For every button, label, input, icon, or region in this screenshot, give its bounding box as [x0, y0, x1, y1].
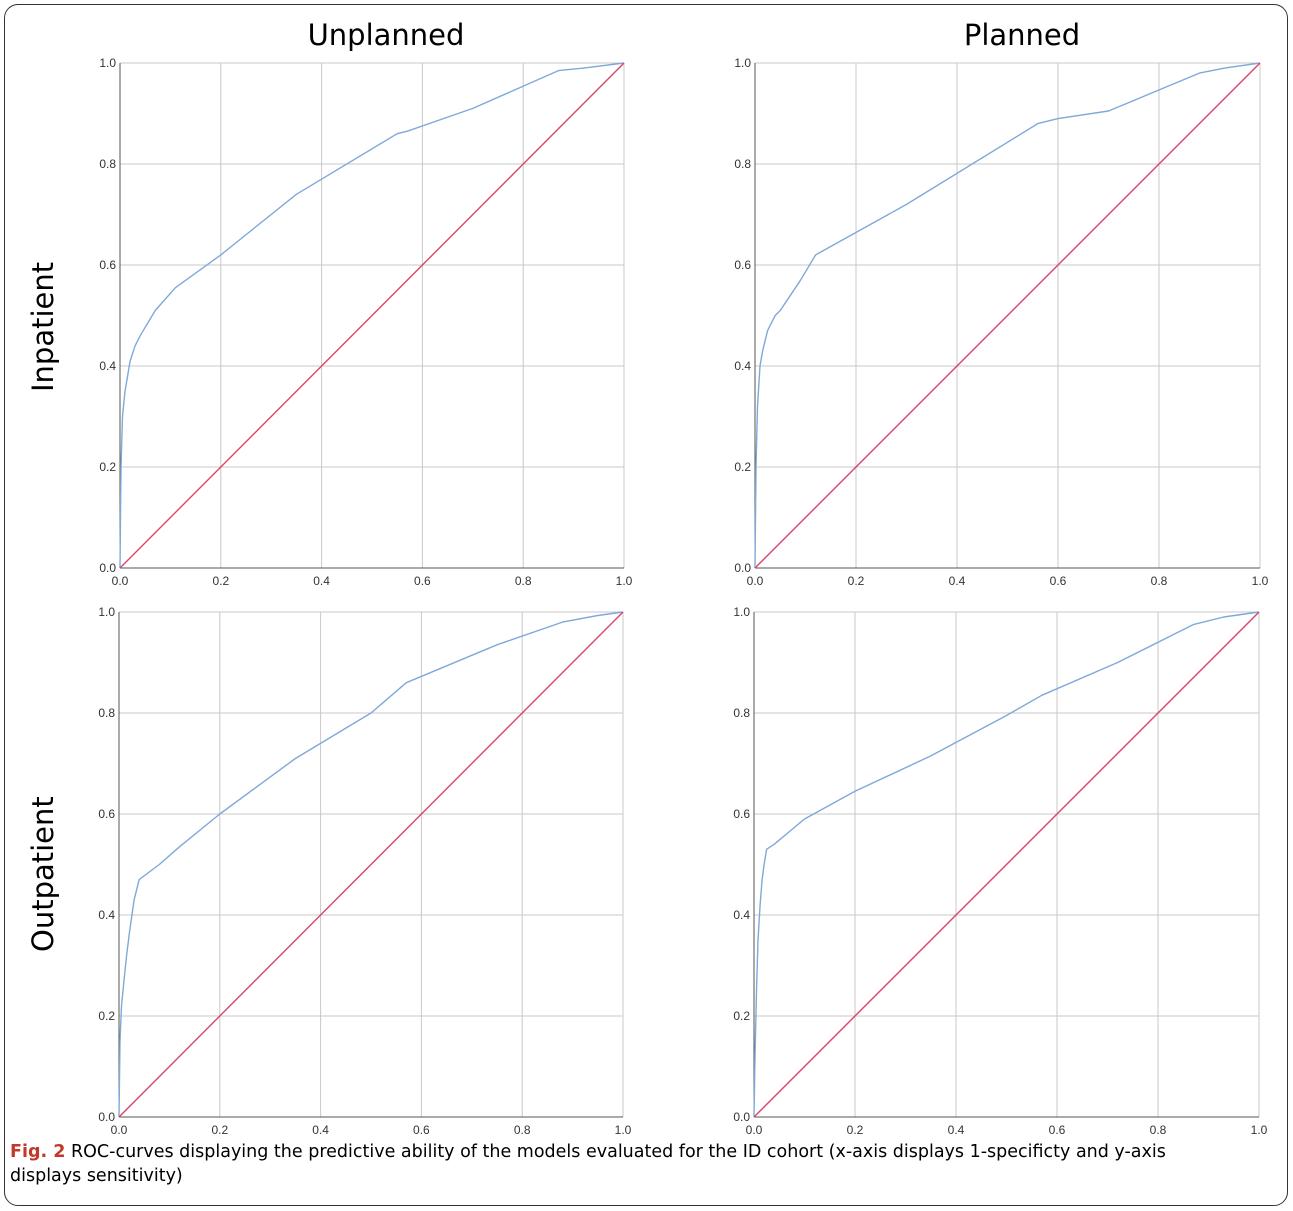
y-tick-label: 0.6 [98, 807, 115, 821]
y-tick-label: 1.0 [733, 605, 750, 619]
y-tick-label: 0.6 [733, 807, 750, 821]
y-tick-label: 0.0 [733, 1110, 750, 1124]
figure-frame [4, 4, 1288, 1206]
x-tick-label: 0.0 [112, 574, 129, 588]
reference-diagonal-line [119, 62, 625, 569]
x-tick-label: 0.6 [413, 1123, 430, 1137]
y-tick-label: 0.8 [98, 706, 115, 720]
x-tick-label: 1.0 [1251, 1123, 1268, 1137]
reference-diagonal-line [753, 611, 1260, 1118]
y-tick-label: 0.4 [98, 908, 115, 922]
x-tick-label: 0.4 [949, 574, 966, 588]
figure-caption: Fig. 2 ROC-curves displaying the predict… [10, 1140, 1210, 1188]
x-tick-label: 0.6 [1050, 574, 1067, 588]
roc-panel-1: 0.0 0.2 0.4 0.6 0.8 1.0 0.0 0.2 0.4 0.6 0.8 1.0 [99, 56, 632, 588]
reference-diagonal-line [118, 611, 624, 1118]
x-tick-label: 0.4 [313, 574, 330, 588]
x-tick-label: 0.2 [211, 1123, 228, 1137]
x-tick-label: 0.6 [414, 574, 431, 588]
x-tick-label: 0.2 [212, 574, 229, 588]
y-tick-label: 0.8 [734, 157, 751, 171]
roc-panel-2: 0.0 0.2 0.4 0.6 0.8 1.0 0.0 0.2 0.4 0.6 0.8 1.0 [734, 56, 1268, 588]
roc-chart-grid: 0.0 0.2 0.4 0.6 0.8 1.00.00.20.40.60.81.00.0 0… [98, 56, 1268, 1137]
x-tick-label: 0.0 [111, 1123, 128, 1137]
x-tick-label: 0.8 [515, 574, 532, 588]
reference-diagonal-line [754, 62, 1261, 569]
roc-curve [753, 611, 1260, 1118]
y-tick-label: 0.0 [99, 561, 116, 575]
roc-panel-3: 0.0 0.2 0.4 0.6 0.8 1.0 0.0 0.2 0.4 0.6 0.8 1.0 [98, 605, 631, 1137]
roc-curve [118, 611, 624, 1118]
y-tick-label: 0.2 [733, 1009, 750, 1023]
y-tick-label: 0.4 [733, 908, 750, 922]
x-tick-label: 0.0 [747, 574, 764, 588]
x-tick-label: 0.8 [1151, 574, 1168, 588]
roc-curve [119, 62, 625, 569]
x-tick-label: 0.4 [312, 1123, 329, 1137]
x-tick-label: 1.0 [1252, 574, 1269, 588]
y-tick-label: 0.6 [99, 258, 116, 272]
y-tick-label: 0.8 [733, 706, 750, 720]
roc-panel-4: 0.0 0.2 0.4 0.6 0.8 1.0 0.0 0.2 0.4 0.6 0.8 1.0 [733, 605, 1267, 1137]
x-tick-label: 1.0 [616, 574, 633, 588]
roc-curve [754, 62, 1261, 569]
y-tick-label: 0.0 [734, 561, 751, 575]
y-tick-label: 1.0 [734, 56, 751, 70]
y-tick-label: 0.6 [734, 258, 751, 272]
x-tick-label: 0.2 [847, 1123, 864, 1137]
y-tick-label: 0.4 [734, 359, 751, 373]
x-tick-label: 0.6 [1049, 1123, 1066, 1137]
y-tick-label: 0.2 [734, 460, 751, 474]
column-title-unplanned: Unplanned [307, 18, 465, 52]
x-tick-label: 1.0 [615, 1123, 632, 1137]
x-tick-label: 0.4 [948, 1123, 965, 1137]
y-tick-label: 0.2 [99, 460, 116, 474]
x-tick-label: 0.8 [1150, 1123, 1167, 1137]
y-tick-label: 0.0 [98, 1110, 115, 1124]
column-title-planned: Planned [963, 18, 1081, 52]
x-tick-label: 0.8 [514, 1123, 531, 1137]
x-tick-label: 0.2 [848, 574, 865, 588]
y-tick-label: 0.4 [99, 359, 116, 373]
y-tick-label: 0.2 [98, 1009, 115, 1023]
caption-text: ROC-curves displaying the predictive abi… [10, 1142, 1166, 1186]
x-tick-label: 0.0 [746, 1123, 763, 1137]
y-tick-label: 0.8 [99, 157, 116, 171]
y-tick-label: 1.0 [99, 56, 116, 70]
y-tick-label: 1.0 [98, 605, 115, 619]
caption-label: Fig. 2 [10, 1142, 66, 1162]
